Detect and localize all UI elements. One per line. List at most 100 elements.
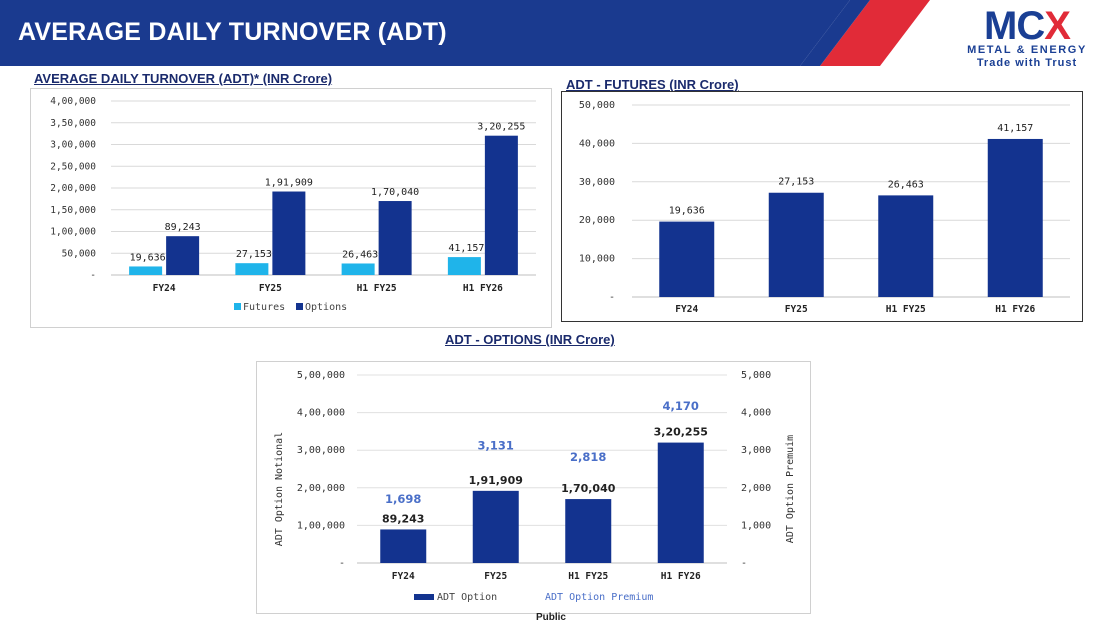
- y-tick-label: -: [339, 558, 345, 569]
- data-label: 89,243: [382, 512, 424, 525]
- futures-chart-title: ADT - FUTURES (INR Crore): [566, 77, 739, 92]
- legend-label-adt-option: ADT Option: [437, 592, 497, 603]
- legend-swatch-adt-option: [414, 594, 434, 600]
- y-tick-label: 5,00,000: [297, 370, 345, 381]
- footer-label: Public: [535, 612, 566, 623]
- data-label: 41,157: [448, 243, 484, 254]
- y-tick-label: 2,00,000: [50, 183, 96, 194]
- legend-swatch-options: [296, 303, 303, 310]
- bar-option-h1-fy25: [565, 499, 612, 563]
- bar-options-fy24: [166, 236, 200, 275]
- x-tick-label: H1 FY26: [995, 304, 1035, 315]
- y2-tick-label: 3,000: [741, 445, 771, 456]
- y-tick-label: 4,00,000: [297, 408, 345, 419]
- bar-option-fy25: [472, 490, 519, 563]
- x-tick-label: H1 FY25: [568, 571, 608, 582]
- adt-chart: - 50,000 1,00,000 1,50,000 2,00,000 2,50,000 3…: [30, 88, 552, 328]
- options-chart-title: ADT - OPTIONS (INR Crore): [445, 332, 615, 347]
- legend-label-futures: Futures: [243, 302, 285, 313]
- premium-label: 2,818: [570, 450, 606, 464]
- data-label: 26,463: [342, 249, 378, 260]
- x-tick-label: H1 FY25: [886, 304, 926, 315]
- futures-chart-svg: - 10,000 20,000 30,000 40,000 50,000 19,636 FY2…: [579, 100, 1070, 315]
- x-tick-label: FY25: [785, 304, 808, 315]
- options-chart-svg: - - 1,00,000 1,000 2,00,000 2,000 3,00,000 3,00…: [274, 370, 796, 603]
- bar-futures-h1-fy25: [341, 263, 375, 275]
- bar-futures-fy25: [768, 192, 824, 297]
- y2-tick-label: 2,000: [741, 483, 771, 494]
- bar-futures-fy24: [129, 266, 163, 275]
- legend-label-adt-option-premium: ADT Option Premium: [545, 592, 653, 603]
- bar-futures-fy25: [235, 263, 269, 275]
- x-tick-label: FY25: [259, 283, 282, 294]
- data-label: 19,636: [130, 252, 166, 263]
- premium-label: 3,131: [478, 438, 514, 452]
- y-tick-label: 50,000: [62, 248, 97, 259]
- premium-label: 1,698: [385, 492, 421, 506]
- x-tick-label: FY25: [484, 571, 507, 582]
- x-tick-label: H1 FY26: [463, 283, 503, 294]
- bar-futures-fy24: [659, 221, 715, 297]
- y-tick-label: 3,00,000: [50, 140, 96, 151]
- bar-option-h1-fy26: [657, 442, 704, 563]
- y-tick-label: 2,50,000: [50, 161, 96, 172]
- logo-sub: METAL & ENERGY: [967, 44, 1087, 56]
- logo-main: MCX: [984, 4, 1071, 48]
- y-tick-label: 4,00,000: [50, 96, 96, 107]
- header-band: AVERAGE DAILY TURNOVER (ADT) MCX METAL &…: [0, 0, 1102, 69]
- bar-options-h1-fy25: [378, 201, 412, 275]
- header-background: [0, 0, 930, 66]
- y-tick-label: 3,50,000: [50, 118, 96, 129]
- mcx-logo: MCX METAL & ENERGY Trade with Trust: [952, 4, 1102, 69]
- x-tick-label: H1 FY26: [661, 571, 701, 582]
- y-tick-label: -: [609, 292, 615, 303]
- y-tick-label: 10,000: [579, 254, 615, 265]
- data-label: 1,70,040: [561, 482, 616, 495]
- data-label: 27,153: [778, 177, 814, 188]
- bar-option-fy24: [380, 529, 427, 563]
- legend-label-options: Options: [305, 302, 347, 313]
- data-label: 1,70,040: [371, 187, 419, 198]
- y-tick-label: 50,000: [579, 100, 615, 111]
- y-tick-label: 1,00,000: [50, 227, 96, 238]
- data-label: 3,20,255: [654, 426, 708, 439]
- y2-tick-label: -: [741, 558, 747, 569]
- x-tick-label: FY24: [392, 571, 415, 582]
- y-tick-label: 2,00,000: [297, 483, 345, 494]
- y2-tick-label: 4,000: [741, 408, 771, 419]
- y-tick-label: 30,000: [579, 177, 615, 188]
- y-axis-title: ADT Option Notional: [274, 432, 285, 546]
- adt-chart-title: AVERAGE DAILY TURNOVER (ADT)* (INR Crore…: [34, 71, 333, 86]
- y-tick-label: 1,50,000: [50, 205, 96, 216]
- bar-futures-h1-fy26: [987, 138, 1043, 297]
- y2-axis-title: ADT Option Premuim: [785, 435, 796, 543]
- y-tick-label: 20,000: [579, 215, 615, 226]
- data-label: 41,157: [997, 123, 1033, 134]
- data-label: 89,243: [165, 222, 201, 233]
- page-title: AVERAGE DAILY TURNOVER (ADT): [18, 18, 447, 46]
- bar-futures-h1-fy26: [447, 257, 481, 275]
- y-tick-label: 3,00,000: [297, 445, 345, 456]
- data-label: 19,636: [669, 206, 705, 217]
- bar-futures-h1-fy25: [878, 195, 934, 297]
- x-tick-label: FY24: [153, 283, 176, 294]
- data-label: 26,463: [888, 179, 924, 190]
- data-label: 3,20,255: [477, 122, 525, 133]
- data-label: 1,91,909: [469, 474, 523, 487]
- bar-options-fy25: [272, 191, 306, 275]
- y-tick-label: 40,000: [579, 138, 615, 149]
- x-tick-label: FY24: [675, 304, 698, 315]
- futures-chart: - 10,000 20,000 30,000 40,000 50,000 19,636 FY2…: [561, 91, 1083, 322]
- y2-tick-label: 5,000: [741, 370, 771, 381]
- y-tick-label: -: [90, 270, 96, 281]
- y2-tick-label: 1,000: [741, 520, 771, 531]
- logo-tagline: Trade with Trust: [976, 57, 1078, 69]
- options-chart: - - 1,00,000 1,000 2,00,000 2,000 3,00,000 3,00…: [256, 361, 811, 614]
- bar-options-h1-fy26: [484, 135, 518, 275]
- x-tick-label: H1 FY25: [357, 283, 397, 294]
- data-label: 1,91,909: [265, 178, 313, 189]
- adt-chart-svg: - 50,000 1,00,000 1,50,000 2,00,000 2,50,000 3…: [50, 96, 536, 313]
- data-label: 27,153: [236, 249, 272, 260]
- premium-label: 4,170: [663, 399, 699, 413]
- y-tick-label: 1,00,000: [297, 520, 345, 531]
